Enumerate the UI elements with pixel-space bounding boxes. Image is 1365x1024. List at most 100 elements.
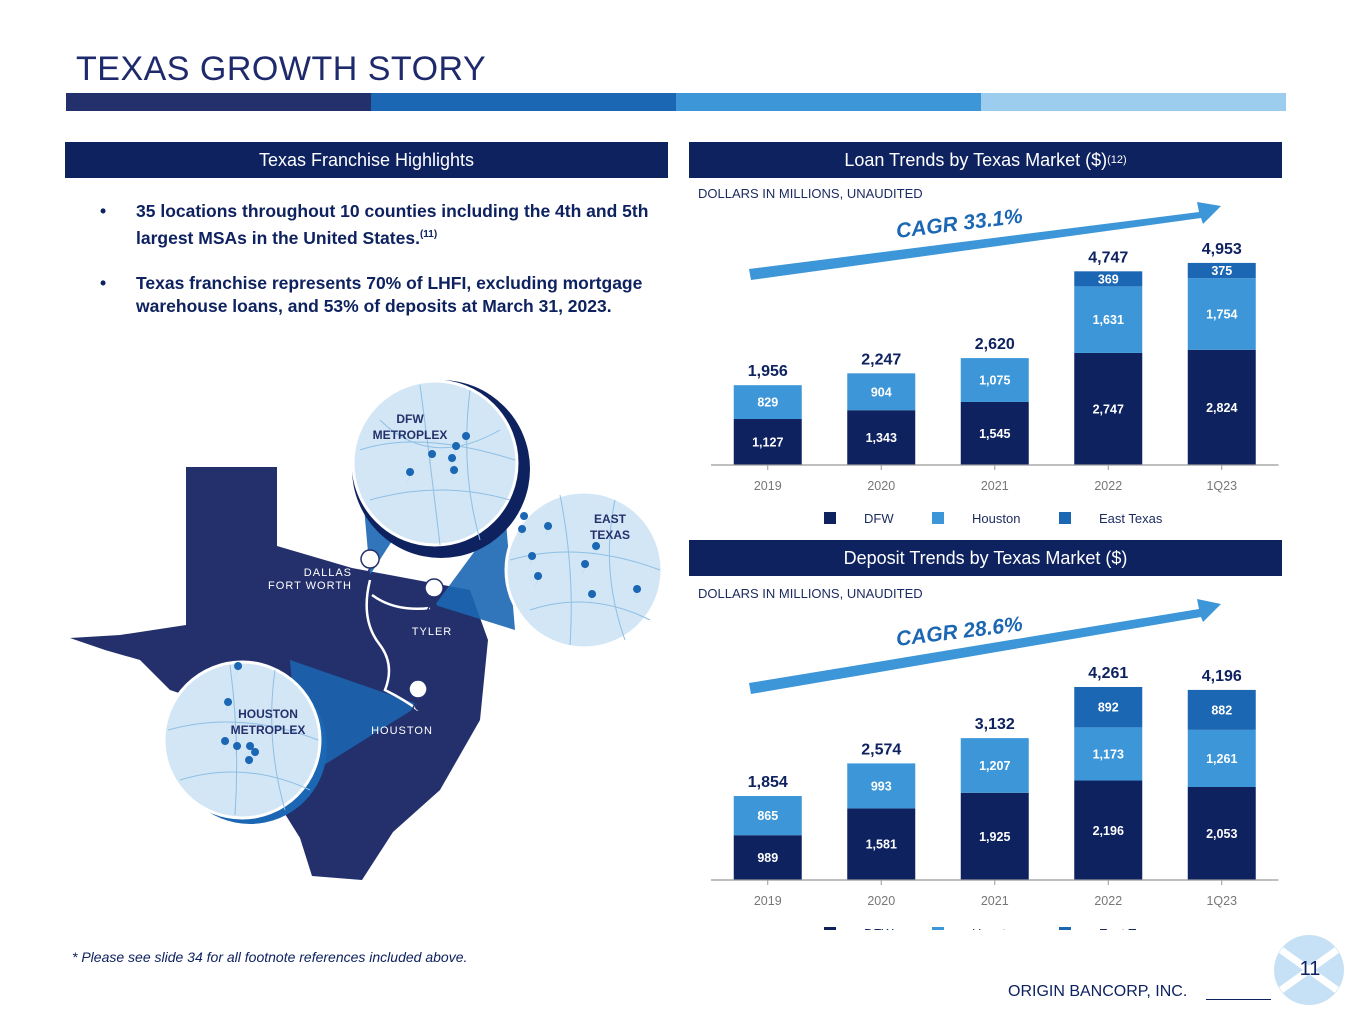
east-texas-label-line2: TEXAS (590, 528, 630, 542)
bar-value-label: 1,207 (979, 759, 1010, 773)
legend-swatch (1059, 927, 1071, 930)
bar-segment-dfw (847, 410, 916, 465)
bar-total-label: 4,953 (1202, 241, 1242, 258)
highlight-footnote-ref: (11) (419, 229, 438, 240)
legend-label: East Texas (1099, 511, 1163, 526)
fort-worth-label: FORT WORTH (268, 580, 352, 592)
highlights-list: • 35 locations throughout 10 counties in… (100, 200, 670, 340)
bar-value-label: 1,925 (979, 830, 1010, 844)
dallas-label: DALLAS (304, 567, 352, 579)
bar-value-label: 1,581 (866, 838, 897, 852)
houston-label: HOUSTON (371, 725, 433, 737)
legend-swatch (1059, 512, 1071, 524)
city-pin-icon (360, 549, 444, 717)
bar-segment-houston (733, 796, 802, 836)
bar-value-label: 904 (871, 385, 892, 399)
highlight-bullet: • 35 locations throughout 10 counties in… (100, 200, 670, 250)
highlight-bullet: • Texas franchise represents 70% of LHFI… (100, 272, 670, 318)
stacked-bar-chart: CAGR 28.6%9898651,85420191,5819932,57420… (711, 599, 1279, 930)
footer-rule (1206, 999, 1271, 1000)
bar-total-label: 1,956 (748, 363, 788, 380)
bar-value-label: 369 (1098, 272, 1119, 286)
legend-label: DFW (864, 511, 894, 526)
bar-segment-dfw (1074, 780, 1143, 880)
bar-segment-east-texas (1187, 689, 1256, 730)
loans-units-note: DOLLARS IN MILLIONS, UNAUDITED (698, 186, 923, 201)
highlights-header-label: Texas Franchise Highlights (258, 149, 475, 170)
dfw-label-line2: METROPLEX (373, 428, 448, 442)
houston-metro-label-line2: METROPLEX (231, 723, 306, 737)
loans-header-label: Loan Trends by Texas Market ($) (844, 149, 1108, 170)
tyler-label: TYLER (412, 626, 452, 638)
bar-value-label: 375 (1211, 264, 1232, 278)
legend-swatch (824, 512, 836, 524)
cagr-arrow (749, 202, 1221, 280)
bar-value-label: 1,754 (1206, 307, 1237, 321)
bar-total-label: 2,620 (975, 336, 1015, 353)
company-name: ORIGIN BANCORP, INC. (1008, 983, 1188, 1000)
legend-swatch (932, 512, 944, 524)
bar-segment-houston (847, 763, 916, 809)
bar-value-label: 1,545 (979, 427, 1010, 441)
x-axis-tick-label: 2020 (867, 479, 895, 493)
highlight-text: Texas franchise represents 70% of LHFI, … (136, 272, 643, 316)
bar-segment-houston (847, 373, 916, 411)
x-axis-tick-label: 2021 (981, 894, 1009, 908)
legend-label: DFW (864, 926, 894, 930)
bar-total-label: 2,574 (861, 741, 901, 758)
bar-value-label: 1,631 (1093, 313, 1124, 327)
deposits-units-note: DOLLARS IN MILLIONS, UNAUDITED (698, 586, 923, 601)
texas-map: DFW METROPLEX EAST TEXAS HOUSTON METROPL… (70, 379, 664, 880)
deposits-header: Deposit Trends by Texas Market ($) (689, 540, 1282, 576)
bar-value-label: 993 (871, 779, 892, 793)
bar-total-label: 1,854 (748, 774, 788, 791)
page-number: 11 (1299, 958, 1321, 980)
page-title: TEXAS GROWTH STORY (76, 50, 487, 88)
bar-segment-houston (960, 738, 1029, 793)
bar-total-label: 2,247 (861, 351, 901, 368)
dfw-label-line1: DFW (396, 412, 424, 426)
houston-metro-label-line1: HOUSTON (238, 707, 298, 721)
legend-swatch (824, 927, 836, 930)
cagr-arrow (749, 599, 1221, 694)
bar-total-label: 4,261 (1088, 665, 1128, 682)
bar-value-label: 2,196 (1093, 824, 1124, 838)
bar-value-label: 892 (1098, 701, 1119, 715)
bar-segment-houston (1187, 278, 1256, 350)
highlight-text: 35 locations throughout 10 counties incl… (136, 201, 649, 248)
legend-label: East Texas (1099, 926, 1163, 930)
loans-footnote-ref: (12) (1107, 154, 1127, 166)
bar-total-label: 3,132 (975, 716, 1015, 733)
x-axis-tick-label: 2019 (754, 894, 782, 908)
deposits-chart: CAGR 28.6% 989 865 1,854 2019 1,581 993 2,574 20… (689, 590, 1282, 930)
legend-label: Houston (972, 926, 1020, 930)
stacked-bar-chart: CAGR 33.1%1,1278291,95620191,3439042,247… (711, 202, 1279, 526)
x-axis-tick-label: 2019 (754, 479, 782, 493)
bar-segment-east-texas (1074, 686, 1143, 728)
bar-segment-houston (1074, 286, 1143, 353)
color-segment-navy (66, 93, 371, 111)
bar-value-label: 1,261 (1206, 752, 1237, 766)
bar-segment-dfw (733, 419, 802, 465)
deposits-header-label: Deposit Trends by Texas Market ($) (843, 547, 1128, 568)
bar-value-label: 989 (757, 851, 778, 865)
x-axis-tick-label: 2020 (867, 894, 895, 908)
bar-segment-houston (1074, 727, 1143, 781)
footnote: * Please see slide 34 for all footnote r… (72, 949, 468, 965)
color-segment-blue (371, 93, 676, 111)
bar-segment-houston (733, 385, 802, 420)
x-axis-tick-label: 1Q23 (1206, 479, 1237, 493)
title-color-bar (66, 93, 1286, 111)
bar-value-label: 1,075 (979, 374, 1010, 388)
bullet-icon: • (100, 201, 107, 221)
bar-value-label: 2,053 (1206, 827, 1237, 841)
east-texas-label-line1: EAST (594, 512, 627, 526)
bar-segment-east-texas (1074, 271, 1143, 287)
bar-total-label: 4,747 (1088, 249, 1128, 266)
bar-segment-dfw (1187, 349, 1256, 465)
bullet-icon: • (100, 272, 107, 293)
bar-segment-dfw (1187, 786, 1256, 880)
bar-value-label: 865 (757, 809, 778, 823)
loans-chart: CAGR 33.1% 1,127 829 1,956 2019 1,343 904 2,247… (689, 190, 1282, 530)
x-axis-tick-label: 2021 (981, 479, 1009, 493)
